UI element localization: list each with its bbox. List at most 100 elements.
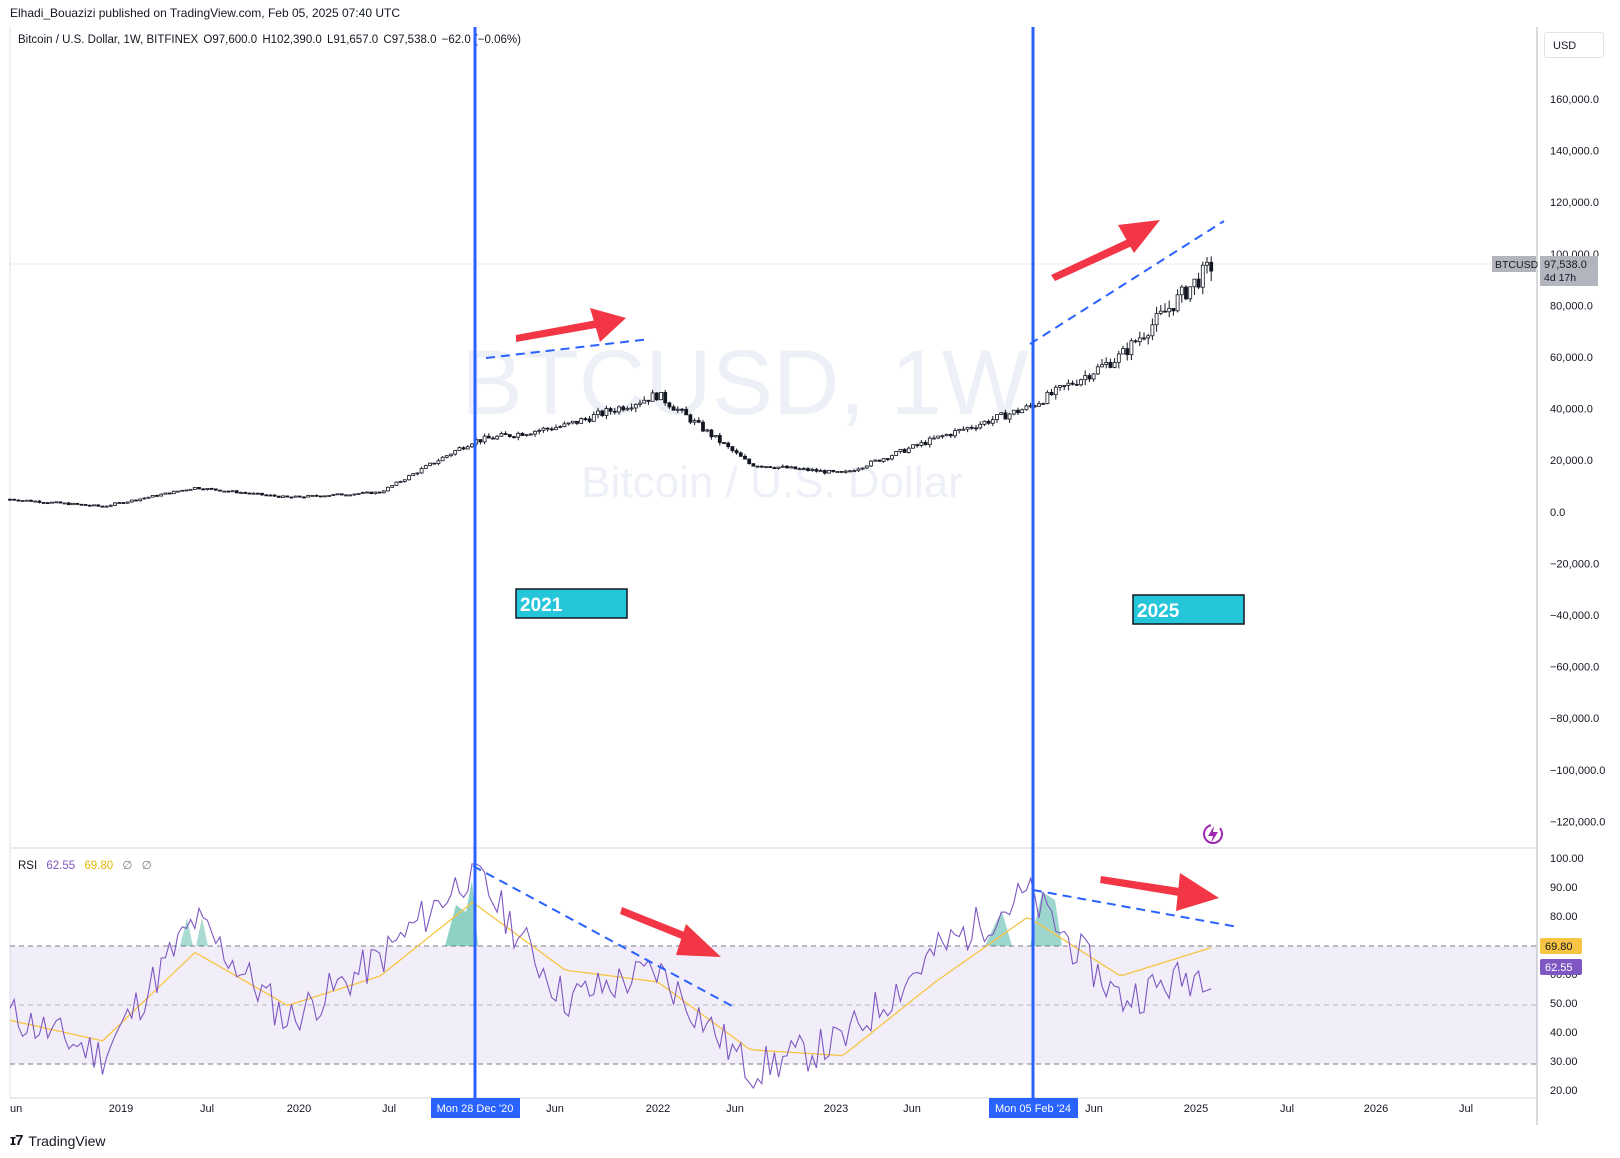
price-candle — [331, 493, 336, 496]
price-candle — [587, 418, 592, 422]
price-candle — [898, 448, 903, 452]
price-candle — [612, 410, 617, 413]
trendline-2025-price[interactable] — [1029, 220, 1225, 345]
watermark-description: Bitcoin / U.S. Dollar — [581, 458, 962, 507]
price-candle — [570, 420, 575, 424]
price-axis[interactable]: 160,000.0140,000.0120,000.0100,000.080,0… — [1550, 94, 1605, 828]
symbol-name[interactable]: Bitcoin / U.S. Dollar, 1W, BITFINEX — [18, 34, 199, 46]
price-candle — [234, 490, 239, 494]
rsi-empty-value-1: ∅ — [122, 860, 133, 872]
price-candle — [247, 492, 252, 495]
year-box-2025-label: 2025 — [1137, 601, 1180, 622]
price-candle — [579, 418, 584, 424]
trendline-2021-rsi[interactable] — [472, 865, 735, 1008]
close-value: C97,538.0 — [383, 34, 437, 46]
arrow-up-2025[interactable] — [1051, 220, 1160, 281]
time-axis-label: 2025 — [1184, 1103, 1208, 1115]
price-candle — [482, 435, 487, 443]
price-candle — [835, 471, 840, 473]
price-candle — [432, 462, 437, 465]
price-candle — [881, 458, 886, 462]
trendline-2025-rsi[interactable] — [1032, 889, 1239, 928]
rsi-value: 62.55 — [46, 860, 76, 872]
rsi-axis-label: 90.00 — [1550, 882, 1578, 894]
publisher-line: Elhadi_Bouazizi published on TradingView… — [10, 6, 401, 20]
price-candle — [600, 410, 605, 416]
price-candle — [184, 489, 189, 492]
last-price-countdown: 4d 17h — [1544, 272, 1576, 284]
price-candle — [197, 486, 201, 490]
price-candle — [260, 492, 264, 496]
price-candle — [37, 500, 42, 503]
price-candle — [768, 466, 773, 469]
price-candle — [117, 502, 122, 504]
price-candle — [323, 495, 327, 498]
currency-selector[interactable]: USD — [1544, 32, 1604, 58]
price-candle — [1100, 364, 1104, 368]
price-candle — [785, 465, 789, 469]
time-axis[interactable]: un 2019 Jul 2020 Jul Jun 2022 Jun 2023 Jun Jun 2025… — [10, 1103, 1473, 1115]
rsi-axis-label: 100.00 — [1550, 853, 1584, 865]
rsi-value-label: 62.55 — [1540, 959, 1582, 975]
price-candle — [566, 422, 571, 425]
time-marker-left: Mon 28 Dec '20 — [431, 1098, 520, 1118]
arrow-down-rsi-2021[interactable] — [620, 907, 721, 957]
price-candle — [428, 462, 432, 467]
arrow-down-rsi-2025[interactable] — [1100, 873, 1219, 911]
price-candle — [251, 492, 256, 495]
price-candle — [923, 441, 928, 446]
price-candle — [965, 426, 970, 430]
price-candle — [478, 439, 483, 443]
price-candle — [344, 494, 348, 497]
price-candle — [1037, 403, 1041, 407]
tradingview-logo-icon[interactable]: ɪ7 — [10, 1132, 23, 1149]
price-candle — [306, 495, 311, 498]
price-axis-label: −20,000.0 — [1550, 558, 1599, 570]
price-candle — [470, 443, 474, 448]
price-candle — [953, 430, 957, 437]
price-candle — [793, 466, 798, 470]
price-candle — [58, 501, 63, 504]
time-axis-label: Jun — [1085, 1103, 1103, 1115]
price-candle — [1083, 375, 1088, 381]
price-candle — [449, 453, 453, 457]
price-candle — [1154, 313, 1159, 326]
year-box-2021[interactable]: 2021 — [515, 588, 628, 619]
price-candle — [272, 494, 277, 497]
footer-brand[interactable]: TradingView — [28, 1132, 106, 1149]
price-candle — [129, 499, 134, 503]
price-candle — [66, 502, 71, 506]
price-candle — [289, 496, 294, 499]
price-candle — [1116, 353, 1121, 363]
price-candle — [927, 437, 932, 446]
price-candle — [1091, 373, 1096, 380]
alert-lightning-icon[interactable] — [1203, 824, 1223, 844]
price-candle — [268, 494, 273, 497]
price-candle — [915, 444, 920, 447]
arrow-up-2021[interactable] — [516, 308, 626, 342]
high-value: H102,390.0 — [262, 34, 322, 46]
price-candle — [822, 470, 827, 474]
price-candle — [108, 504, 113, 507]
price-candle — [415, 472, 420, 475]
rsi-axis-label: 20.00 — [1550, 1085, 1578, 1097]
price-candle — [24, 499, 29, 502]
price-candle — [810, 469, 815, 471]
price-candle — [562, 423, 567, 427]
price-candle — [1058, 385, 1062, 388]
price-candle — [1146, 335, 1151, 339]
price-candle — [932, 437, 936, 440]
price-candle — [541, 427, 546, 431]
rsi-line — [9, 863, 1212, 1090]
price-candle — [230, 490, 235, 493]
year-box-2025[interactable]: 2025 — [1132, 594, 1245, 625]
price-candle — [239, 492, 243, 494]
price-candle — [83, 504, 88, 506]
trendline-2021-price[interactable] — [485, 338, 651, 359]
price-candle — [100, 505, 105, 508]
time-axis-label: un — [10, 1103, 22, 1115]
price-candle — [533, 430, 537, 435]
rsi-legend[interactable]: RSI 62.55 69.80 ∅ ∅ — [18, 858, 158, 872]
price-candle — [155, 495, 159, 497]
